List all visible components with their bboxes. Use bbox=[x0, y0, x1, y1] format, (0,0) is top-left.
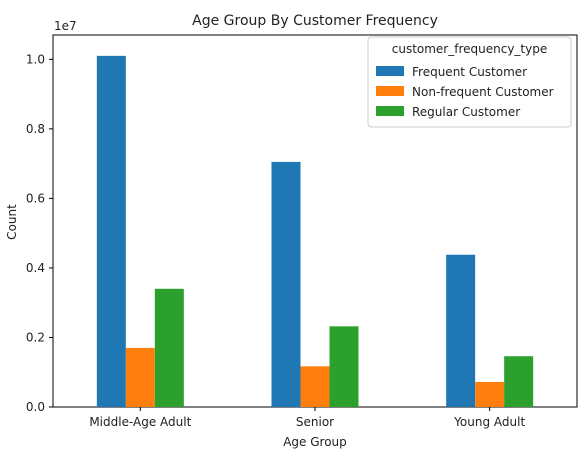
chart-title: Age Group By Customer Frequency bbox=[192, 13, 438, 29]
x-tick-label: Senior bbox=[296, 415, 334, 429]
x-tick-label: Young Adult bbox=[453, 415, 525, 429]
bar-3-2 bbox=[329, 326, 359, 407]
x-tick-label: Middle-Age Adult bbox=[89, 415, 191, 429]
legend-swatch-1 bbox=[376, 66, 404, 76]
bar-1-1 bbox=[96, 55, 126, 408]
plot-area: 0.0 0.2 0.4 0.6 0.8 1.0 Middle-Age Adult Senior… bbox=[26, 34, 578, 429]
y-axis-multiplier: 1e7 bbox=[54, 19, 77, 33]
legend: customer_frequency_type Frequent Customer… bbox=[367, 36, 572, 128]
bar-3-3 bbox=[504, 356, 534, 407]
legend-swatch-3 bbox=[376, 106, 404, 116]
y-tick-label: 0.0 bbox=[26, 400, 45, 414]
legend-title: customer_frequency_type bbox=[392, 42, 548, 56]
legend-label-1: Frequent Customer bbox=[412, 65, 527, 79]
x-axis-label: Age Group bbox=[283, 435, 347, 449]
bar-1-3 bbox=[446, 254, 476, 407]
bar-2-3 bbox=[475, 381, 505, 407]
y-tick-label: 0.4 bbox=[26, 261, 45, 275]
y-tick-label: 0.2 bbox=[26, 330, 45, 344]
y-tick-label: 0.8 bbox=[26, 122, 45, 136]
legend-label-2: Non-frequent Customer bbox=[412, 85, 554, 99]
bar-1-2 bbox=[271, 161, 301, 407]
bar-3-1 bbox=[154, 288, 184, 407]
legend-label-3: Regular Customer bbox=[412, 105, 520, 119]
y-tick-label: 0.6 bbox=[26, 191, 45, 205]
y-axis-label: Count bbox=[5, 204, 19, 240]
legend-frame bbox=[367, 36, 572, 128]
legend-swatch-2 bbox=[376, 86, 404, 96]
bar-2-2 bbox=[300, 366, 330, 407]
bar-2-1 bbox=[125, 347, 155, 407]
y-tick-label: 1.0 bbox=[26, 52, 45, 66]
